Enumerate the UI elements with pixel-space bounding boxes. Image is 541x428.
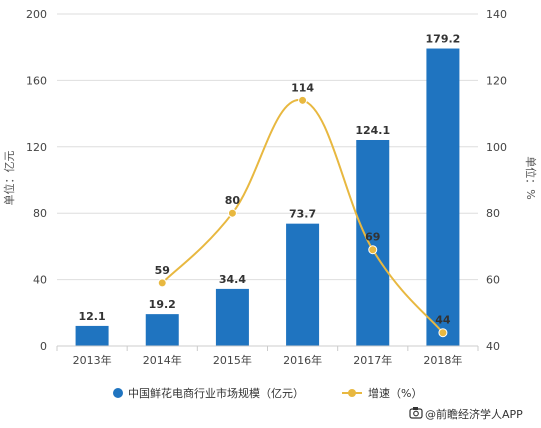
- legend-bar-label: 中国鲜花电商行业市场规模（亿元）: [128, 386, 304, 400]
- right-tick-label: 100: [486, 141, 507, 154]
- x-tick-label: 2016年: [283, 353, 322, 367]
- bar-value-label: 124.1: [355, 124, 390, 137]
- bar: [215, 288, 249, 346]
- x-tick-label: 2014年: [143, 353, 182, 367]
- left-tick-label: 160: [26, 74, 47, 87]
- growth-value-labels: 59 80 114 69 44: [155, 81, 451, 326]
- growth-value-label: 59: [155, 264, 170, 277]
- right-tick-label: 140: [486, 8, 507, 21]
- x-axis-ticks: 2013年 2014年 2015年 2016年 2017年 2018年: [56, 345, 479, 367]
- left-axis-title: 单位：亿元: [2, 151, 16, 206]
- right-tick-label: 60: [486, 274, 500, 287]
- left-tick-label: 120: [26, 141, 47, 154]
- growth-point: [227, 208, 237, 218]
- x-tick-label: 2017年: [353, 353, 392, 367]
- right-axis-title: 单位：%: [524, 156, 538, 199]
- bar-value-label: 12.1: [79, 310, 106, 323]
- growth-point: [438, 328, 448, 338]
- x-tick-label: 2015年: [213, 353, 252, 367]
- growth-point: [157, 278, 167, 288]
- left-tick-label: 0: [40, 340, 47, 353]
- x-tick-label: 2013年: [73, 353, 112, 367]
- bar-series: [75, 48, 460, 346]
- growth-value-label: 44: [435, 314, 451, 327]
- growth-value-label: 80: [225, 194, 241, 207]
- right-tick-label: 40: [486, 340, 500, 353]
- x-tick-label: 2018年: [423, 353, 462, 367]
- growth-value-label: 69: [365, 231, 380, 244]
- bar: [145, 314, 179, 346]
- bar-value-label: 73.7: [289, 208, 316, 221]
- legend: 中国鲜花电商行业市场规模（亿元） 增速（%）: [113, 386, 422, 400]
- bar-value-label: 179.2: [426, 33, 461, 46]
- right-tick-label: 120: [486, 74, 507, 87]
- bar-value-label: 19.2: [149, 298, 176, 311]
- right-tick-label: 80: [486, 207, 500, 220]
- bar: [426, 48, 460, 346]
- bar: [286, 223, 320, 346]
- legend-line-label: 增速（%）: [368, 386, 422, 400]
- growth-point: [368, 245, 378, 255]
- camera-icon: [409, 407, 423, 419]
- legend-line-marker: [348, 389, 356, 397]
- grid-lines: [57, 13, 478, 347]
- bar-value-labels: 12.1 19.2 34.4 73.7 124.1 179.2: [79, 33, 461, 323]
- growth-point: [298, 95, 308, 105]
- source-text: @前瞻经济学人APP: [425, 407, 523, 421]
- bar: [75, 325, 109, 346]
- left-tick-label: 40: [33, 274, 47, 287]
- left-axis-ticks: 0 40 80 120 160 200: [26, 8, 47, 353]
- bar-value-label: 34.4: [219, 273, 246, 286]
- growth-line-series: [157, 95, 448, 338]
- left-tick-label: 80: [33, 207, 47, 220]
- source-credit: @前瞻经济学人APP: [409, 407, 523, 421]
- bar: [356, 139, 390, 346]
- legend-bar-marker: [113, 388, 123, 398]
- left-tick-label: 200: [26, 8, 47, 21]
- right-axis-ticks: 40 60 80 100 120 140: [486, 8, 507, 353]
- growth-value-label: 114: [291, 81, 314, 94]
